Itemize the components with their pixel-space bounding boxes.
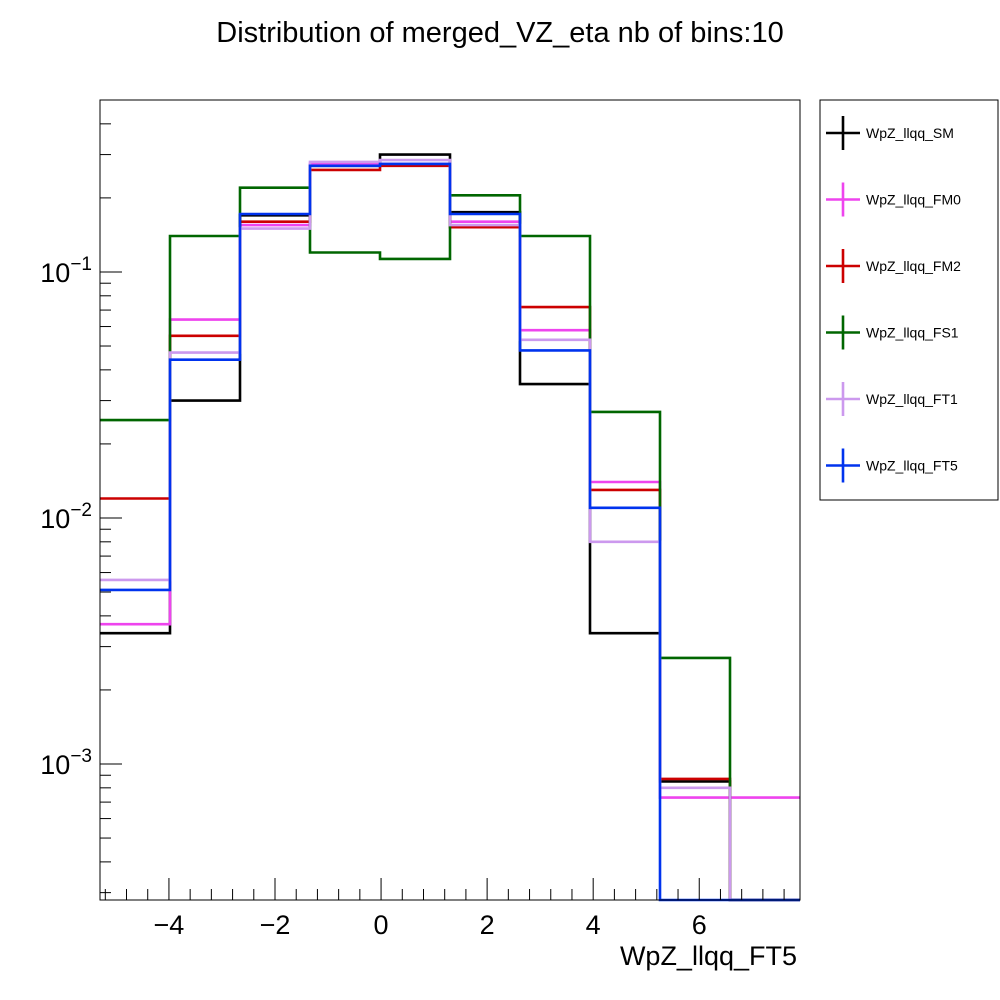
legend-box: [819, 99, 999, 501]
plot-frame: [99, 99, 801, 901]
ticks-layer: −4 −2 0 2 4 6 10−1 10−2 10−3: [40, 99, 785, 940]
legend-label: WpZ_llqq_FT5: [866, 458, 958, 474]
chart-title: Distribution of merged_VZ_eta nb of bins…: [216, 17, 783, 49]
x-tick-label: 2: [480, 910, 495, 940]
legend-label: WpZ_llqq_SM: [866, 125, 954, 141]
series-line-5: [100, 158, 800, 902]
legend-label: WpZ_llqq_FT1: [866, 391, 958, 407]
x-tick-label: 0: [374, 910, 389, 940]
y-tick-label: 10−1: [40, 254, 92, 288]
y-tick-label: 10−3: [40, 746, 92, 780]
legend: WpZ_llqq_SM WpZ_llqq_FM0 WpZ_llqq_FM2 WpZ_l…: [819, 99, 999, 501]
series-line-3: [100, 164, 800, 902]
x-tick-label: −4: [154, 910, 185, 940]
x-tick-label: 6: [692, 910, 707, 940]
legend-label: WpZ_llqq_FS1: [866, 325, 959, 341]
x-axis-label: WpZ_llqq_FT5: [620, 941, 797, 971]
y-tick-label: 10−2: [40, 500, 92, 534]
x-tick-label: −2: [260, 910, 291, 940]
legend-items: WpZ_llqq_SM WpZ_llqq_FM0 WpZ_llqq_FM2 WpZ_l…: [826, 116, 961, 483]
series-line-6: [100, 162, 800, 902]
series-line-4: [100, 186, 800, 902]
series-layer: [100, 153, 800, 902]
x-tick-label: 4: [586, 910, 601, 940]
legend-label: WpZ_llqq_FM0: [866, 192, 961, 208]
legend-label: WpZ_llqq_FM2: [866, 258, 961, 274]
